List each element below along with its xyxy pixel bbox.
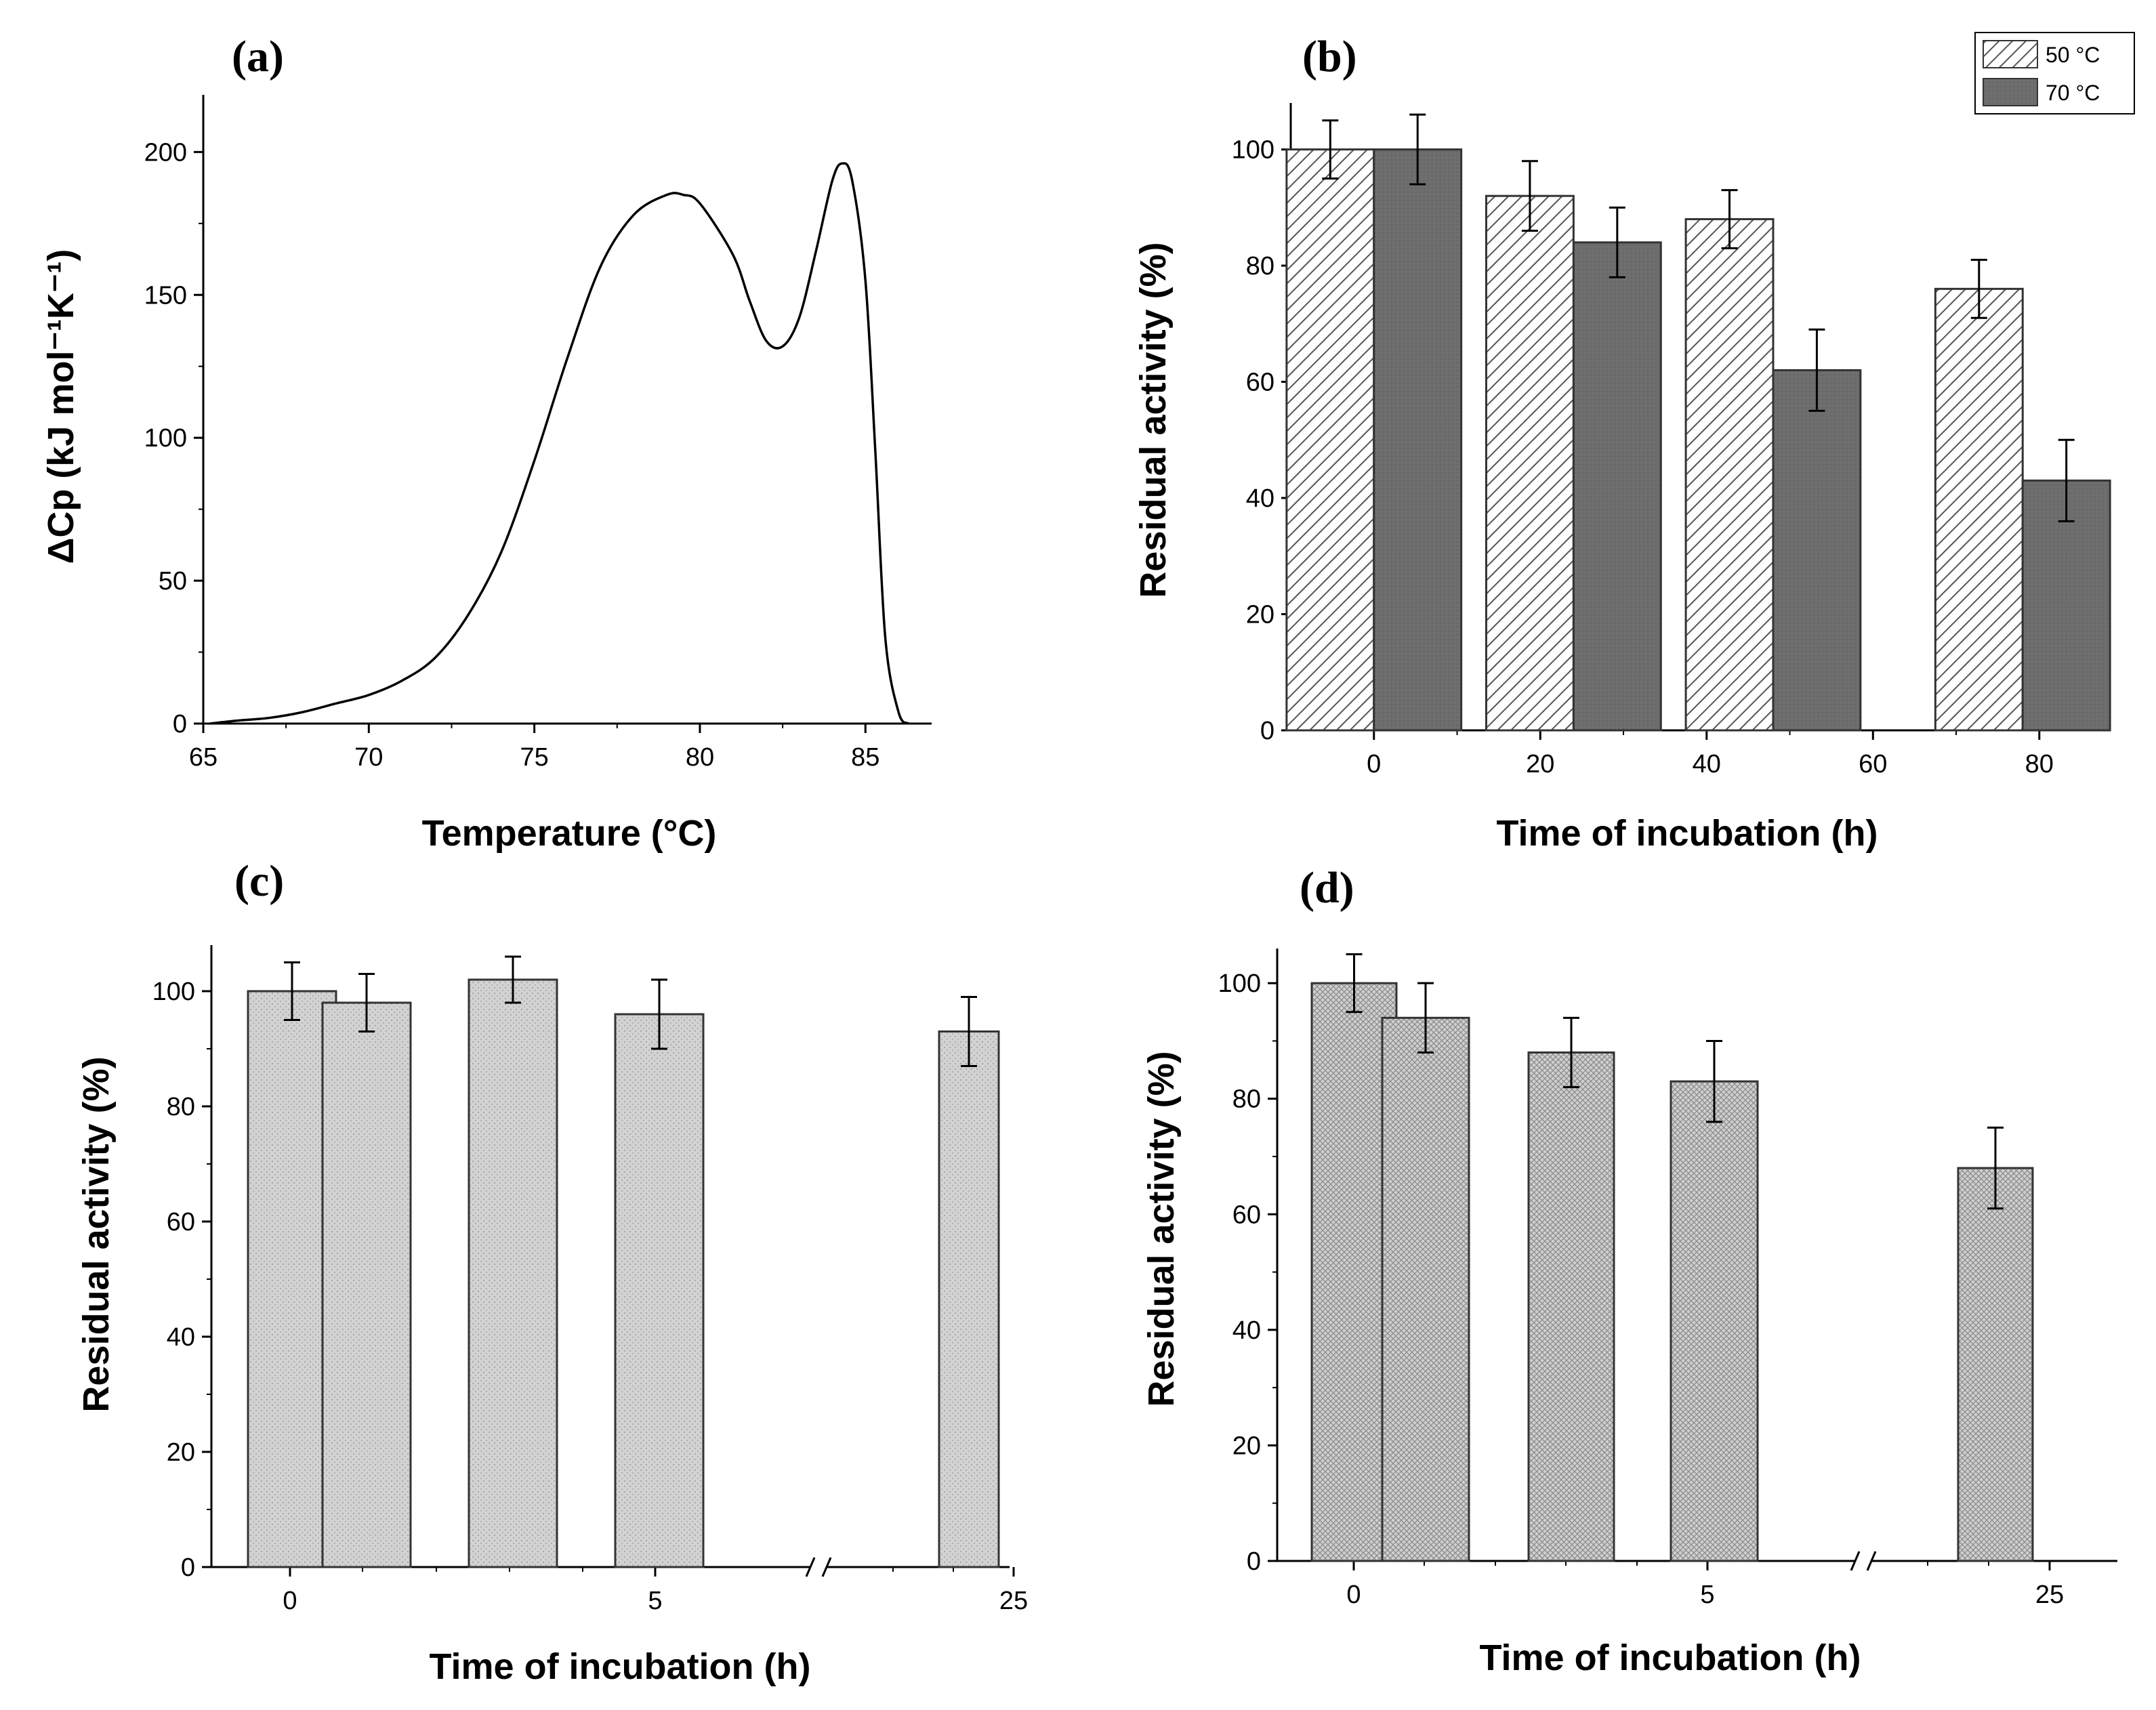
panel-c-ylabel: Residual activity (%) <box>76 1056 117 1412</box>
panel-c-x-tick-label: 5 <box>648 1587 662 1615</box>
panel-d-axis-break <box>1850 1551 1861 1571</box>
bar-b-series0 <box>1485 194 1575 732</box>
panel-b-x-tick-label: 60 <box>1859 750 1887 778</box>
panel-a-ylabel: ΔCp (kJ mol⁻¹K⁻¹) <box>41 249 81 564</box>
panel-b-y-tick-label: 20 <box>1246 601 1274 629</box>
panel-a-y-tick-label: 200 <box>144 138 187 167</box>
panel-d-y-tick-label: 80 <box>1232 1085 1261 1114</box>
panel-d-bar <box>1381 1016 1470 1562</box>
panel-d-y-tick-label: 0 <box>1247 1547 1261 1576</box>
panel-d-ylabel: Residual activity (%) <box>1141 1051 1182 1406</box>
panel-b-x-tick-label: 20 <box>1526 750 1554 778</box>
dsc-curve <box>209 162 910 725</box>
panel-b-y-tick-label: 40 <box>1246 484 1274 513</box>
panel-label-b: (b) <box>1302 32 1357 81</box>
panel-d-y-tick-label: 60 <box>1232 1201 1261 1229</box>
panel-c-axis-break <box>805 1557 816 1577</box>
panel-c-y-tick-label: 80 <box>167 1093 195 1121</box>
panel-b-y-tick-label: 80 <box>1246 252 1274 280</box>
panel-b-y-tick-label: 60 <box>1246 369 1274 397</box>
panel-d-bar <box>1670 1080 1759 1562</box>
panel-a-xlabel: Temperature (°C) <box>422 813 717 854</box>
panel-c-y-tick-label: 0 <box>181 1553 195 1582</box>
bar-b-series1 <box>1772 369 1862 732</box>
panel-d-xlabel: Time of incubation (h) <box>1480 1638 1861 1678</box>
panel-d-x-tick-label: 0 <box>1346 1581 1361 1609</box>
legend-swatch <box>1983 40 2038 68</box>
panel-d-x-tick-label: 5 <box>1700 1581 1714 1609</box>
legend-entry-label: 50 °C <box>2046 43 2100 67</box>
panel-c-x-tick-label: 25 <box>999 1587 1028 1615</box>
panel-c-xlabel: Time of incubation (h) <box>430 1646 811 1687</box>
panel-d-x-tick-label: 25 <box>2035 1581 2064 1609</box>
panel-a-y-tick-label: 150 <box>144 281 187 310</box>
bar-b-series1 <box>1373 148 1463 732</box>
panel-c-axis-break <box>821 1557 832 1577</box>
panel-c-y-tick-label: 100 <box>152 978 195 1006</box>
panel-c-y-tick-label: 60 <box>167 1208 195 1236</box>
panel-c-x-tick-label: 0 <box>283 1587 297 1615</box>
panel-d-bar <box>1957 1167 2034 1562</box>
panel-b-y-tick-label: 100 <box>1232 136 1274 165</box>
panel-a-y-tick-label: 0 <box>173 710 187 738</box>
panel-a-y-tick-label: 50 <box>159 567 187 596</box>
panel-b-x-tick-label: 80 <box>2025 750 2054 778</box>
panel-b-ylabel: Residual activity (%) <box>1133 242 1174 598</box>
panel-d-y-tick-label: 40 <box>1232 1316 1261 1345</box>
panel-a-x-tick-label: 75 <box>520 743 548 772</box>
panel-label-c: (c) <box>234 856 284 906</box>
panel-d-y-tick-label: 100 <box>1218 969 1261 998</box>
panel-b-xlabel: Time of incubation (h) <box>1497 813 1878 854</box>
panel-a-x-tick-label: 85 <box>851 743 879 772</box>
panel-c-y-tick-label: 40 <box>167 1323 195 1352</box>
panel-c-bar <box>938 1030 1000 1568</box>
panel-a-x-tick-label: 80 <box>686 743 714 772</box>
panel-a-y-tick-label: 100 <box>144 424 187 453</box>
bar-b-series0 <box>1684 217 1775 732</box>
panel-c-bar <box>321 1001 412 1568</box>
panel-d-bar <box>1527 1051 1615 1562</box>
panel-d-y-tick-label: 20 <box>1232 1432 1261 1460</box>
bar-b-series1 <box>1572 241 1662 732</box>
panel-label-d: (d) <box>1300 863 1354 913</box>
bar-b-series0 <box>1285 148 1375 732</box>
bar-b-series0 <box>1934 287 2024 732</box>
panel-a-x-tick-label: 65 <box>189 743 217 772</box>
panel-b-x-tick-label: 0 <box>1367 750 1381 778</box>
panel-c-y-tick-label: 20 <box>167 1438 195 1467</box>
legend-entry-label: 70 °C <box>2046 81 2100 105</box>
panel-label-a: (a) <box>232 32 284 81</box>
panel-b-y-tick-label: 0 <box>1260 717 1274 745</box>
panel-d-axis-break <box>1866 1551 1877 1571</box>
panel-c-bar <box>614 1013 705 1568</box>
legend-swatch <box>1983 78 2038 106</box>
panel-c-bar <box>468 978 558 1568</box>
panel-c-bar <box>247 990 337 1568</box>
panel-b-x-tick-label: 40 <box>1693 750 1721 778</box>
panel-a-x-tick-label: 70 <box>354 743 383 772</box>
